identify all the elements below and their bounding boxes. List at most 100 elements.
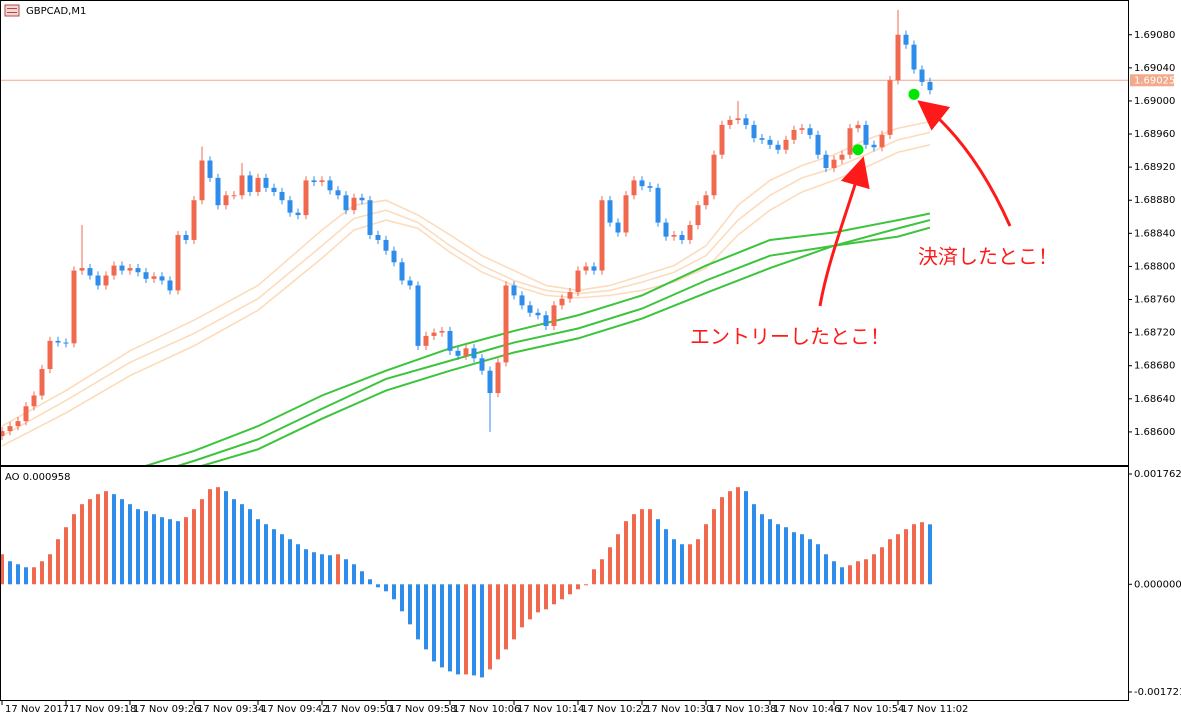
candle-body xyxy=(839,154,845,160)
candle-body xyxy=(791,129,797,140)
candle-body xyxy=(255,177,261,192)
candle-body xyxy=(655,187,661,223)
ao-bar xyxy=(216,487,220,585)
candle-body xyxy=(799,128,805,130)
candle-body xyxy=(71,270,77,344)
ao-bar xyxy=(8,561,12,585)
candle-body xyxy=(15,421,21,427)
ao-bar xyxy=(480,584,484,678)
ao-bar xyxy=(416,584,420,640)
candle-body xyxy=(663,222,669,237)
ao-bar xyxy=(800,534,804,585)
ao-bar xyxy=(536,584,540,613)
ao-bar xyxy=(512,584,516,640)
candle-body xyxy=(127,268,133,271)
candle-body xyxy=(591,266,597,271)
ao-bar xyxy=(464,584,468,675)
candle-body xyxy=(455,350,461,356)
ao-bar xyxy=(128,504,132,585)
candle-body xyxy=(463,348,469,356)
x-tick-label: 17 Nov 10:14 xyxy=(517,704,584,715)
ao-bar xyxy=(152,514,156,585)
ao-bar xyxy=(640,509,644,585)
y-tick-label: 1.69040 xyxy=(1134,63,1175,74)
candle-body xyxy=(815,134,821,155)
y-tick-label: 1.68880 xyxy=(1134,195,1175,206)
y-tick-label: 1.69080 xyxy=(1134,30,1175,41)
y-tick-label: 1.68640 xyxy=(1134,394,1175,405)
ao-bar xyxy=(72,514,76,585)
ao-bar xyxy=(776,524,780,585)
ao-bar xyxy=(320,554,324,585)
ao-bar xyxy=(752,504,756,585)
ao-bar xyxy=(80,504,84,585)
ao-bar xyxy=(112,494,116,585)
ao-bar xyxy=(728,491,732,585)
ao-bar xyxy=(560,584,564,600)
candle-body xyxy=(119,265,125,271)
candle-body xyxy=(159,276,165,281)
y-tick-label: 1.68760 xyxy=(1134,295,1175,306)
candle-body xyxy=(567,292,573,299)
ao-bar xyxy=(840,567,844,585)
candle-body xyxy=(631,180,637,196)
candle-body xyxy=(831,159,837,168)
candle-body xyxy=(431,332,437,336)
ao-bar xyxy=(896,534,900,585)
candle-body xyxy=(399,262,405,281)
x-tick-label: 17 Nov 09:34 xyxy=(197,704,264,715)
candle-body xyxy=(895,34,901,81)
ao-bar xyxy=(528,584,532,620)
ao-bar xyxy=(208,489,212,585)
ao-bar xyxy=(32,567,36,585)
candle-body xyxy=(751,124,757,139)
ao-bar xyxy=(360,571,364,585)
candle-body xyxy=(647,186,653,188)
ao-bar xyxy=(400,584,404,612)
ao-bar xyxy=(824,554,828,585)
ao-bar xyxy=(328,555,332,585)
y-tick-label: 1.68920 xyxy=(1134,162,1175,173)
window-icon xyxy=(4,4,20,17)
candle-body xyxy=(759,138,765,140)
ao-bar xyxy=(40,561,44,585)
candle-body xyxy=(551,305,557,326)
candle-body xyxy=(447,330,453,351)
candle-body xyxy=(271,187,277,192)
y-tick-label: 1.69000 xyxy=(1134,96,1175,107)
candle-body xyxy=(87,268,93,276)
ao-bar xyxy=(832,561,836,585)
x-tick-label: 17 Nov 10:06 xyxy=(453,704,520,715)
ao-bar xyxy=(88,499,92,585)
ao-bar xyxy=(872,554,876,585)
ao-bar xyxy=(672,539,676,585)
ao-bar xyxy=(312,552,316,585)
candle-body xyxy=(927,81,933,91)
candle-body xyxy=(407,280,413,286)
ao-bar xyxy=(96,494,100,585)
trade-point xyxy=(852,144,864,156)
candle-body xyxy=(263,177,269,188)
candle-body xyxy=(823,154,829,168)
candle-body xyxy=(767,139,773,145)
candle-body xyxy=(783,139,789,150)
candle-body xyxy=(703,195,709,206)
candle-body xyxy=(607,200,613,223)
candle-body xyxy=(135,268,141,273)
ao-bar xyxy=(576,584,580,590)
ao-bar xyxy=(760,514,764,585)
ao-bar xyxy=(176,521,180,585)
candle-body xyxy=(63,342,69,344)
ao-bar xyxy=(200,499,204,585)
candle-body xyxy=(863,124,869,145)
ao-bar xyxy=(696,539,700,585)
candle-body xyxy=(55,340,61,343)
candle-body xyxy=(215,177,221,206)
ao-bar xyxy=(240,504,244,585)
y-tick-label: 1.68800 xyxy=(1134,261,1175,272)
ao-bar xyxy=(864,559,868,585)
ao-bar xyxy=(280,534,284,585)
candle-body xyxy=(711,154,717,196)
ao-bar xyxy=(368,579,372,585)
candle-body xyxy=(295,212,301,216)
